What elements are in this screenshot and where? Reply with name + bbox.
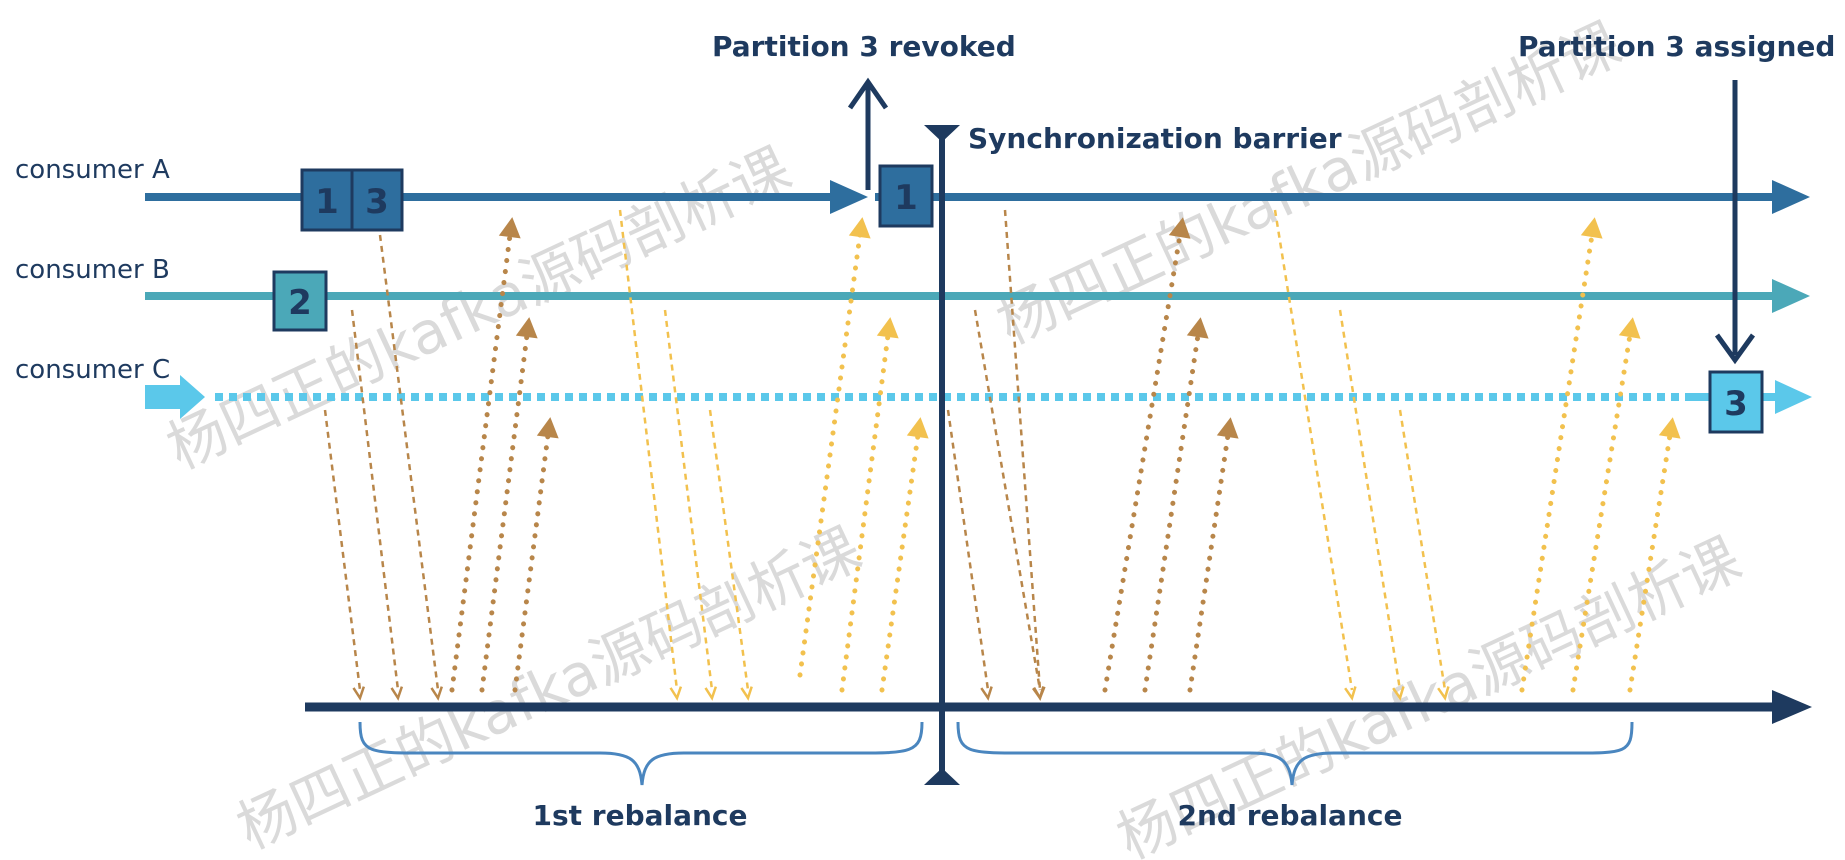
message-up-head-8	[1186, 317, 1209, 339]
partition-box-c-3: 3	[1708, 370, 1764, 434]
rebalance-1-brace	[358, 721, 924, 786]
message-arrows	[323, 209, 1681, 701]
message-up-head-3	[536, 417, 559, 439]
message-down-line-10	[1273, 209, 1354, 691]
partition-box-b-2: 2	[272, 270, 328, 332]
rebalance-1-label: 1st rebalance	[532, 799, 747, 832]
message-down-line-11	[1338, 309, 1402, 691]
message-up-head-1	[498, 217, 521, 239]
message-up-line-3	[512, 432, 551, 693]
partition-b-2-number: 2	[288, 283, 312, 323]
partition-a-1-number: 1	[315, 182, 339, 222]
revoke-arrow	[847, 77, 889, 190]
message-down-head-8	[1032, 686, 1045, 701]
message-up-line-12	[1627, 432, 1673, 693]
message-up-line-4	[797, 232, 863, 678]
message-down-head-6	[740, 686, 753, 701]
consumer-b-timeline	[145, 279, 1810, 313]
message-up-line-9	[1187, 432, 1231, 693]
message-up-head-4	[848, 217, 871, 239]
message-up-line-7	[1102, 232, 1183, 693]
message-up-line-11	[1570, 332, 1633, 693]
consumer-b-label: consumer B	[15, 255, 170, 285]
partition-a-3-number: 3	[365, 182, 389, 222]
message-up-head-12	[1658, 417, 1681, 439]
message-down-head-12	[1437, 686, 1450, 701]
rebalance-2-label: 2nd rebalance	[1178, 799, 1403, 832]
message-up-line-2	[479, 332, 530, 693]
message-down-line-2	[350, 309, 400, 691]
partition-a-1-after-number: 1	[894, 178, 918, 218]
consumer-c-label: consumer C	[15, 355, 170, 385]
message-down-head-10	[1344, 686, 1357, 701]
message-down-head-2	[390, 686, 404, 701]
message-down-line-8	[973, 309, 1042, 691]
partition-box-a-1: 1	[300, 168, 354, 232]
message-down-line-4	[618, 209, 679, 691]
message-down-head-11	[1392, 686, 1405, 701]
message-down-line-1	[323, 409, 362, 691]
partition-box-a-1-after: 1	[878, 164, 934, 228]
assign-arrow	[1714, 80, 1756, 365]
consumer-a-label: consumer A	[15, 155, 170, 185]
message-down-line-9	[946, 409, 990, 691]
consumer-a-timeline	[145, 180, 1810, 214]
message-up-line-1	[449, 232, 513, 693]
partition-box-a-3: 3	[350, 168, 404, 232]
message-up-head-11	[1618, 317, 1641, 339]
message-down-line-12	[1398, 409, 1447, 691]
message-up-head-6	[906, 417, 929, 439]
watermarks: 杨四正的kafka源码剖析课 杨四正的kafka源码剖析课 杨四正的kafka源…	[157, 9, 1751, 860]
partition-revoked-label: Partition 3 revoked	[712, 30, 1016, 63]
message-down-line-6	[708, 409, 750, 691]
partition-assigned-label: Partition 3 assigned	[1518, 30, 1835, 63]
sync-barrier-line	[924, 125, 960, 785]
message-down-line-5	[663, 309, 714, 691]
sync-barrier-label: Synchronization barrier	[968, 122, 1342, 155]
rebalance-2-brace	[956, 721, 1634, 786]
message-up-line-8	[1142, 332, 1201, 693]
message-up-line-6	[879, 432, 921, 693]
partition-c-3-number: 3	[1724, 384, 1748, 424]
message-down-line-7	[1003, 209, 1042, 691]
message-up-line-5	[839, 332, 891, 693]
message-up-head-7	[1168, 217, 1191, 239]
message-up-head-5	[876, 317, 899, 339]
message-up-line-10	[1519, 232, 1595, 693]
message-down-head-5	[704, 686, 718, 701]
message-down-head-3	[430, 686, 443, 701]
message-up-head-2	[515, 317, 538, 339]
message-up-head-10	[1580, 217, 1603, 239]
watermark-1: 杨四正的kafka源码剖析课	[157, 134, 801, 482]
message-down-head-9	[980, 686, 993, 701]
bottom-timeline	[305, 690, 1812, 724]
message-down-head-4	[669, 686, 683, 701]
message-up-head-9	[1216, 417, 1239, 439]
message-down-head-1	[352, 686, 366, 701]
